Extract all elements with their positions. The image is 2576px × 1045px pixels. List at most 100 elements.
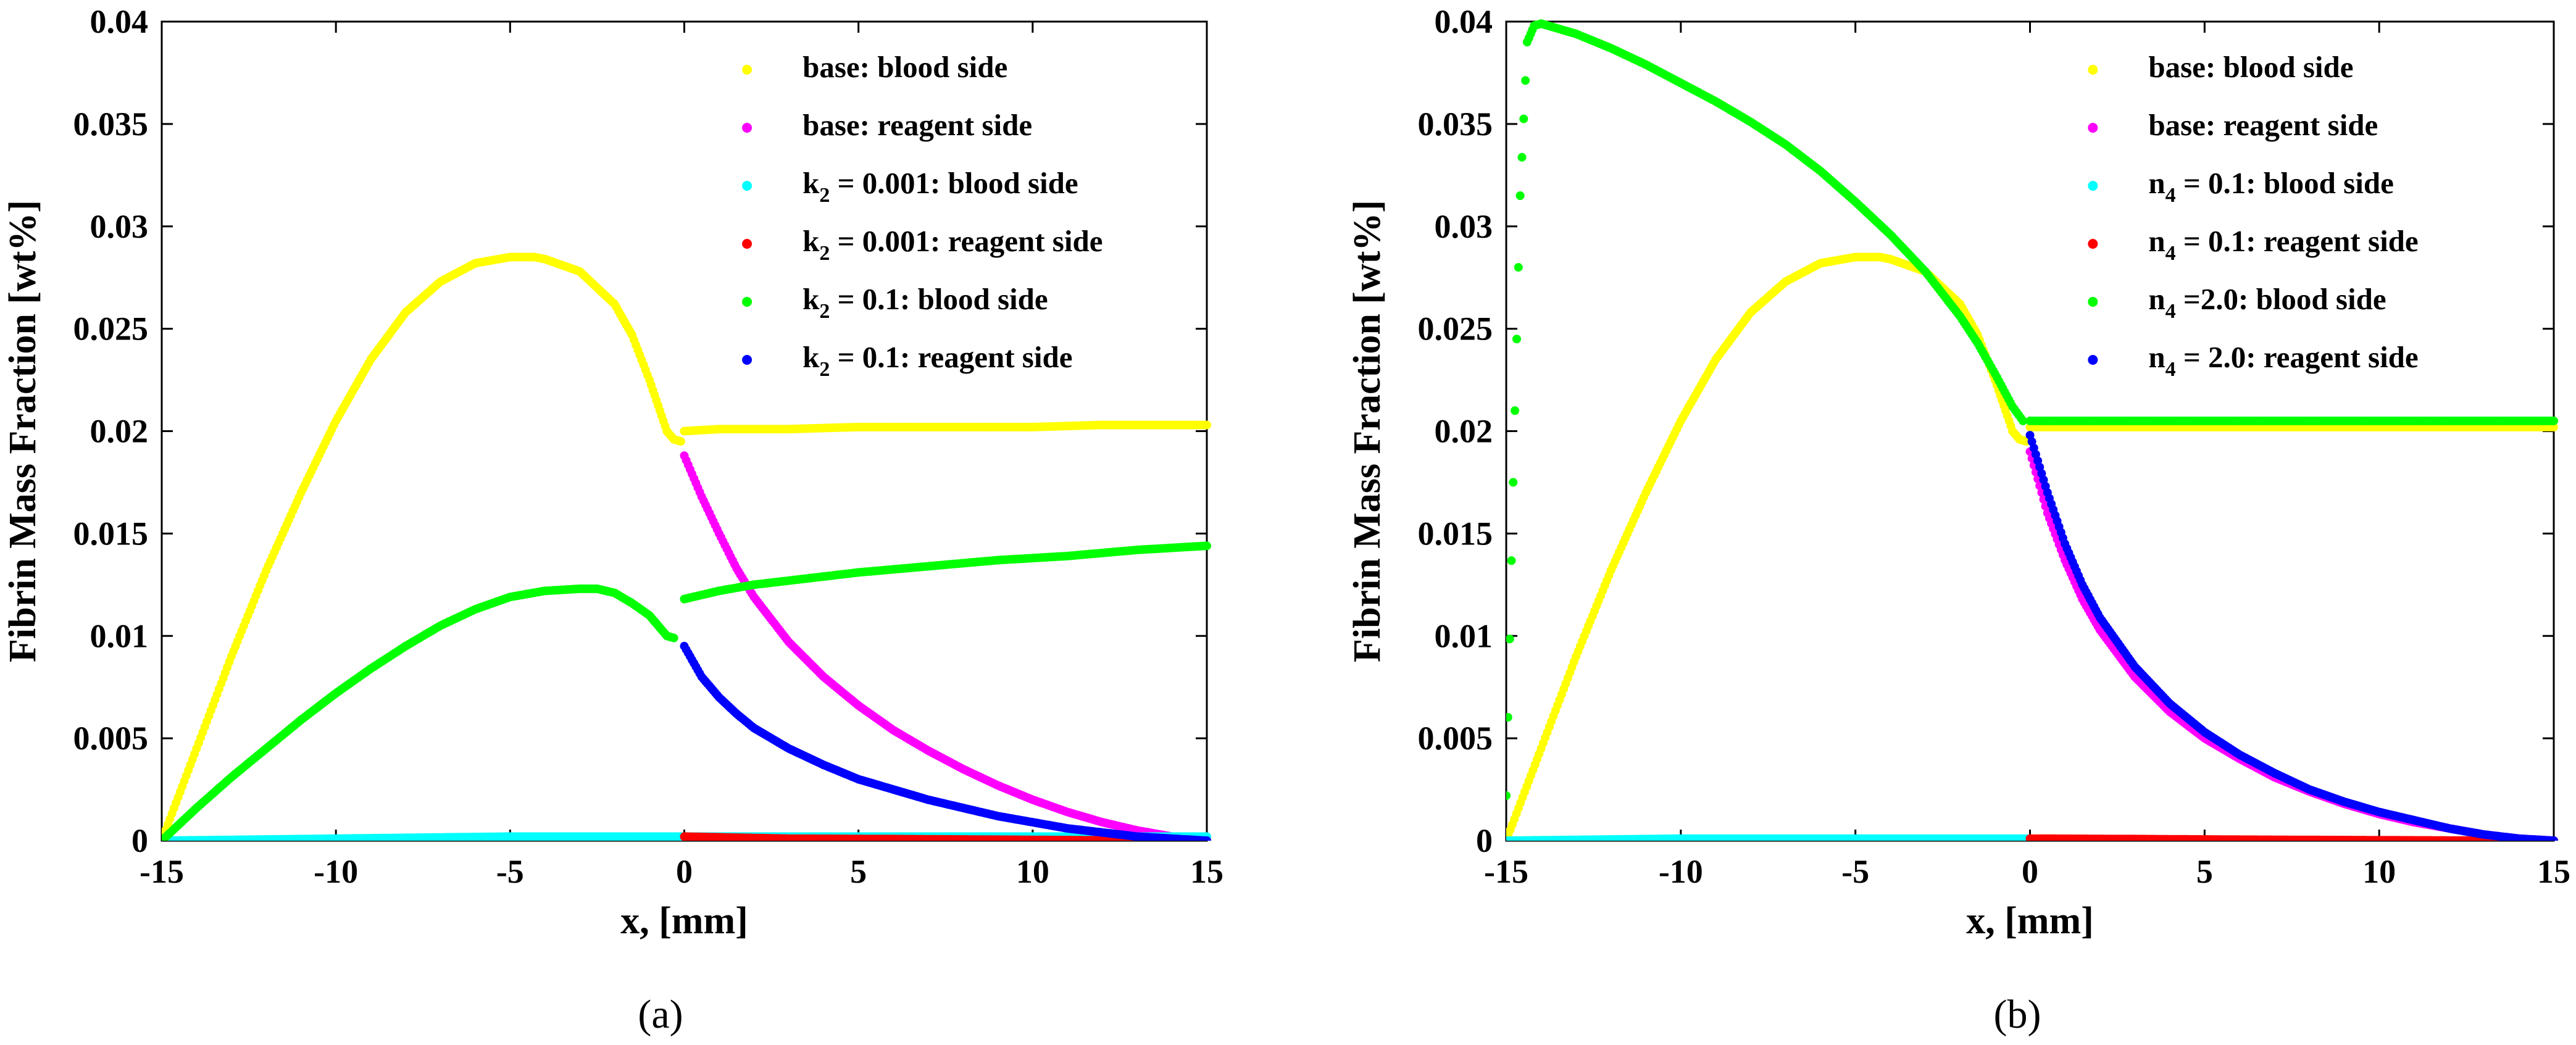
x-tick-label: -5 xyxy=(1841,853,1869,890)
data-point xyxy=(1506,713,1512,722)
series-n4-2-0-blood-side xyxy=(1506,19,2028,800)
y-axis-title: Fibrin Mass Fraction [wt%] xyxy=(1346,200,1388,662)
x-tick-label: 10 xyxy=(1016,853,1049,890)
data-point xyxy=(1509,478,1518,487)
data-point xyxy=(669,633,678,643)
legend-entry: base: reagent side xyxy=(2148,108,2378,142)
x-axis-title: x, [mm] xyxy=(1966,900,2094,942)
data-point xyxy=(2549,836,2558,841)
series-k2-0-1-reagent-side xyxy=(680,641,1211,841)
legend-entry: n4 = 0.1: reagent side xyxy=(2148,224,2418,265)
x-tick-label: -10 xyxy=(1659,853,1703,890)
legend-marker xyxy=(2088,65,2098,75)
legend-entry: k2 = 0.001: reagent side xyxy=(802,224,1103,265)
legend-marker xyxy=(2088,355,2098,365)
y-tick-label: 0.04 xyxy=(90,3,149,40)
data-point xyxy=(1203,836,1211,841)
series-base-blood-side xyxy=(1506,252,2031,841)
legend-marker xyxy=(2088,123,2098,133)
legend-marker xyxy=(2088,297,2098,307)
series-n4-2-0-blood-side-right xyxy=(2025,416,2558,425)
legend: base: blood side base: reagent side k2 = 0… xyxy=(742,50,1103,381)
series-base-blood-side-right xyxy=(680,420,1211,436)
x-tick-label: 5 xyxy=(2196,853,2213,890)
legend-entry: k2 = 0.1: reagent side xyxy=(802,340,1072,381)
x-tick-label: -15 xyxy=(1484,853,1528,890)
legend-marker xyxy=(742,239,752,249)
legend-entry: base: blood side xyxy=(802,50,1007,84)
legend-entry: k2 = 0.001: blood side xyxy=(802,166,1078,207)
legend: base: blood side base: reagent side n4 = 0… xyxy=(2088,50,2419,381)
y-tick-label: 0 xyxy=(131,822,148,859)
x-tick-label: 15 xyxy=(1190,853,1223,890)
y-axis-title: Fibrin Mass Fraction [wt%] xyxy=(2,200,44,662)
data-point xyxy=(1506,635,1514,644)
data-point xyxy=(1521,76,1530,85)
y-tick-label: 0 xyxy=(1476,822,1493,859)
y-tick-label: 0.005 xyxy=(1418,720,1493,757)
y-tick-label: 0.03 xyxy=(90,208,149,245)
legend-entry: base: blood side xyxy=(2148,50,2353,84)
data-point xyxy=(1203,420,1211,430)
data-point xyxy=(2019,416,2028,425)
chart-panel-b: -15 -10 -5 0 5 10 15 0 0.005 0.01 0.015 0.02 0.025 0.… xyxy=(1346,3,2570,1037)
y-tick-label: 0.025 xyxy=(73,310,149,348)
legend-marker xyxy=(742,355,752,365)
data-point xyxy=(1515,191,1525,200)
x-tick-label: -15 xyxy=(140,853,184,890)
data-point xyxy=(1507,556,1516,565)
legend-marker xyxy=(742,123,752,133)
legend-entry: n4 =2.0: blood side xyxy=(2148,282,2386,323)
series-n4-0-1-blood-side xyxy=(1506,834,2035,841)
data-point xyxy=(676,437,685,446)
data-point xyxy=(1203,541,1211,551)
series-base-reagent-side xyxy=(680,451,1211,841)
legend-marker xyxy=(2088,181,2098,191)
x-axis-title: x, [mm] xyxy=(620,900,748,942)
y-tick-label: 0.005 xyxy=(73,720,149,757)
series-n4-2-0-reagent-side xyxy=(2025,431,2558,841)
series-k2-0-1-blood-side xyxy=(162,584,678,841)
y-tick-label: 0.015 xyxy=(1418,515,1493,552)
legend-entry: k2 = 0.1: blood side xyxy=(802,282,1048,323)
y-tick-label: 0.015 xyxy=(73,515,149,552)
legend-entry: base: reagent side xyxy=(802,108,1032,142)
legend-marker xyxy=(742,65,752,75)
data-point xyxy=(1506,791,1511,800)
panel-label: (b) xyxy=(1994,992,2041,1037)
data-point xyxy=(2549,416,2558,425)
data-point xyxy=(1512,335,1521,344)
series-layer xyxy=(1506,19,2558,841)
y-tick-label: 0.035 xyxy=(73,106,149,143)
data-point xyxy=(1517,152,1527,162)
series-n4-0-1-reagent-side xyxy=(2025,834,2558,841)
legend-entry: n4 = 2.0: reagent side xyxy=(2148,340,2418,381)
data-point xyxy=(1514,263,1523,272)
panel-label: (a) xyxy=(638,992,683,1037)
legend-marker xyxy=(742,181,752,191)
data-point xyxy=(1519,114,1528,123)
x-tick-label: -5 xyxy=(496,853,524,890)
series-base-blood-side xyxy=(162,252,685,841)
x-tick-label: 0 xyxy=(676,853,693,890)
y-tick-label: 0.035 xyxy=(1418,106,1493,143)
x-tick-label: -10 xyxy=(314,853,358,890)
y-tick-label: 0.01 xyxy=(1435,617,1493,654)
y-tick-label: 0.025 xyxy=(1418,310,1493,348)
y-tick-label: 0.01 xyxy=(90,617,149,654)
y-tick-label: 0.03 xyxy=(1435,208,1493,245)
series-k2-0-1-blood-side-right xyxy=(680,541,1211,604)
y-tick-label: 0.04 xyxy=(1435,3,1493,40)
x-tick-label: 5 xyxy=(850,853,867,890)
x-tick-label: 15 xyxy=(2537,853,2570,890)
series-layer xyxy=(162,252,1211,841)
x-tick-label: 0 xyxy=(2022,853,2038,890)
x-tick-label: 10 xyxy=(2362,853,2396,890)
y-tick-label: 0.02 xyxy=(1435,413,1493,450)
legend-entry: n4 = 0.1: blood side xyxy=(2148,166,2394,207)
chart-panel-a: -15 -10 -5 0 5 10 15 0 0.005 0.01 0.015 0.02 0.025 0.… xyxy=(2,3,1223,1037)
y-tick-label: 0.02 xyxy=(90,413,149,450)
data-point xyxy=(1511,406,1520,415)
